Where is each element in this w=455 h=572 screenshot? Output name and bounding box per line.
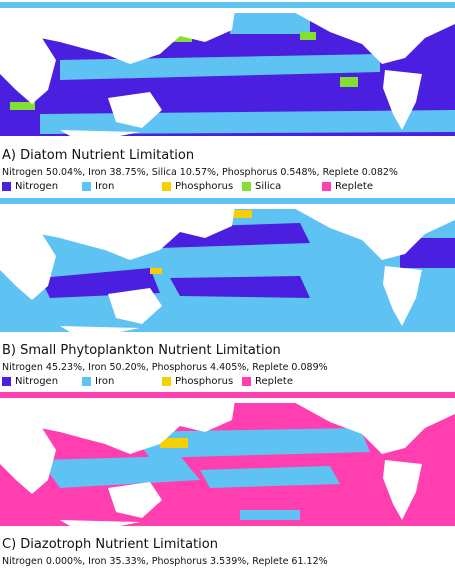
legend-swatch: [82, 377, 91, 386]
map-a: [0, 2, 455, 147]
legend-label: Nitrogen: [15, 376, 59, 387]
map-c: [0, 392, 455, 537]
legend-swatch: [322, 182, 331, 191]
legend-swatch: [2, 182, 11, 191]
legend-item: Nitrogen: [2, 376, 58, 387]
legend-label: Replete: [335, 181, 374, 192]
panel-title: C) Diazotroph Nutrient Limitation: [2, 537, 218, 552]
legend-swatch: [2, 377, 11, 386]
legend-item: Phosphorus: [162, 376, 233, 387]
legend-swatch: [162, 182, 171, 191]
panel-stats: Nitrogen 50.04%, Iron 38.75%, Silica 10.…: [2, 167, 398, 178]
legend-label: Replete: [255, 376, 294, 387]
legend-label: Silica: [255, 181, 282, 192]
legend-item: Replete: [322, 181, 373, 192]
legend-swatch: [82, 182, 91, 191]
legend-label: Phosphorus: [175, 376, 234, 387]
panel-stats: Nitrogen 45.23%, Iron 50.20%, Phosphorus…: [2, 362, 328, 373]
legend-swatch: [162, 377, 171, 386]
map-b: [0, 198, 455, 343]
legend-item: Replete: [242, 376, 293, 387]
panel-stats: Nitrogen 0.000%, Iron 35.33%, Phosphorus…: [2, 556, 328, 567]
legend-item: Iron: [82, 181, 114, 192]
legend-label: Iron: [95, 376, 115, 387]
legend-label: Nitrogen: [15, 181, 59, 192]
legend-swatch: [242, 182, 251, 191]
legend: Nitrogen Iron Phosphorus Replete: [2, 376, 455, 388]
panel-title: A) Diatom Nutrient Limitation: [2, 148, 195, 163]
legend: Nitrogen Iron Phosphorus Silica Replete: [2, 181, 455, 193]
legend-item: Phosphorus: [162, 181, 233, 192]
legend-swatch: [242, 377, 251, 386]
legend-label: Phosphorus: [175, 181, 234, 192]
panel-title: B) Small Phytoplankton Nutrient Limitati…: [2, 343, 281, 358]
legend-item: Iron: [82, 376, 114, 387]
legend-label: Iron: [95, 181, 115, 192]
legend-item: Nitrogen: [2, 181, 58, 192]
legend-item: Silica: [242, 181, 281, 192]
